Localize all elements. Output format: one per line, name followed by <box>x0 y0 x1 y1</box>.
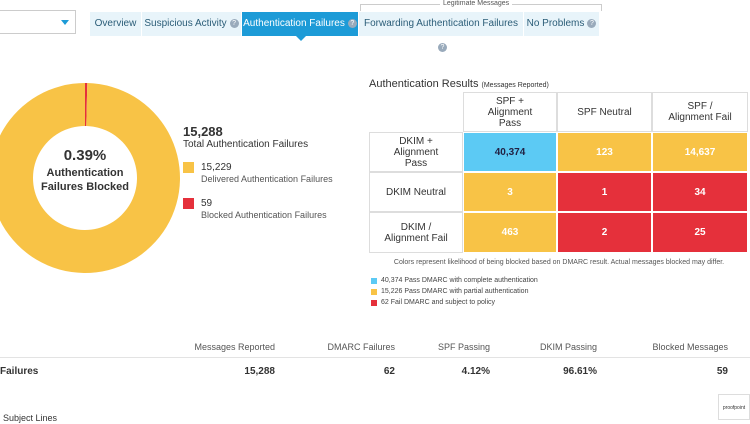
matrix-cell: 25 <box>652 212 748 253</box>
legend-value: 15,229 <box>201 162 232 173</box>
summary-divider <box>0 357 750 358</box>
help-icon[interactable]: ? <box>587 19 597 28</box>
total-label: Total Authentication Failures <box>183 139 309 150</box>
legend-name: Blocked Authentication Failures <box>201 210 327 220</box>
matrix-title: Authentication Results (Messages Reporte… <box>369 78 549 90</box>
legend-swatch <box>371 278 377 284</box>
active-pointer <box>295 36 306 41</box>
dropdown[interactable] <box>0 10 76 34</box>
matrix-subtitle: (Messages Reported) <box>481 82 549 89</box>
legend-text: 40,374 Pass DMARC with complete authenti… <box>381 277 538 284</box>
column-header: SPF / Alignment Fail <box>652 92 748 132</box>
summary-value: 96.61% <box>563 366 597 377</box>
tab[interactable]: Suspicious Activity? <box>142 12 242 36</box>
donut-chart <box>0 83 180 273</box>
help-icon[interactable]: ? <box>229 19 239 28</box>
column-header: DMARC Failures <box>327 342 395 352</box>
summary-row-label: Failures <box>0 366 39 377</box>
section-title: Subject Lines <box>3 413 58 423</box>
column-header: SPF Neutral <box>557 92 652 132</box>
matrix-cell: 3 <box>463 172 557 212</box>
matrix-note: Colors represent likelihood of being blo… <box>393 259 725 266</box>
donut-segment <box>85 83 88 127</box>
tab[interactable]: Overview <box>90 12 142 36</box>
legend-swatch <box>183 198 194 209</box>
donut-center-value: 0.39% <box>63 147 107 164</box>
matrix-cell: 123 <box>557 132 652 172</box>
column-header: Messages Reported <box>194 342 275 352</box>
tab[interactable]: Authentication Failures? <box>242 12 359 41</box>
row-header: DKIM / Alignment Fail <box>369 212 463 253</box>
group-label: Legitimate Messages <box>440 0 513 7</box>
logo: proofpoint <box>718 394 750 420</box>
legend-swatch <box>371 289 377 295</box>
legend-text: 15,226 Pass DMARC with partial authentic… <box>381 288 529 295</box>
legend-name: Delivered Authentication Failures <box>201 174 333 184</box>
matrix-cell: 2 <box>557 212 652 253</box>
matrix-cell: 34 <box>652 172 748 212</box>
summary-value: 15,288 <box>244 366 275 377</box>
column-header: SPF Passing <box>437 342 490 352</box>
total-value: 15,288 <box>183 124 223 139</box>
legend-value: 59 <box>201 198 213 209</box>
summary-value: 4.12% <box>461 366 490 377</box>
matrix-title-text: Authentication Results <box>369 78 479 90</box>
donut-center-label: Authentication Failures Blocked <box>40 167 130 193</box>
matrix-cell: 14,637 <box>652 132 748 172</box>
column-header: Blocked Messages <box>652 342 728 352</box>
matrix-cell: 463 <box>463 212 557 253</box>
tab[interactable]: Forwarding Authentication Failures? <box>359 12 524 52</box>
help-icon[interactable]: ? <box>347 19 357 28</box>
column-header: DKIM Passing <box>539 342 597 352</box>
legend-swatch <box>183 162 194 173</box>
legend-text: 62 Fail DMARC and subject to policy <box>381 299 495 306</box>
row-header: DKIM + Alignment Pass <box>369 132 463 172</box>
dropdown-caret <box>61 20 69 25</box>
row-header: DKIM Neutral <box>369 172 463 212</box>
column-header: SPF + Alignment Pass <box>463 92 557 132</box>
matrix-cell: 40,374 <box>463 132 557 172</box>
matrix-cell: 1 <box>557 172 652 212</box>
summary-value: 59 <box>716 366 728 377</box>
summary-value: 62 <box>383 366 395 377</box>
donut-segment <box>0 83 180 273</box>
help-icon[interactable]: ? <box>438 43 447 52</box>
tab[interactable]: No Problems? <box>524 12 600 36</box>
legend-swatch <box>371 300 377 306</box>
